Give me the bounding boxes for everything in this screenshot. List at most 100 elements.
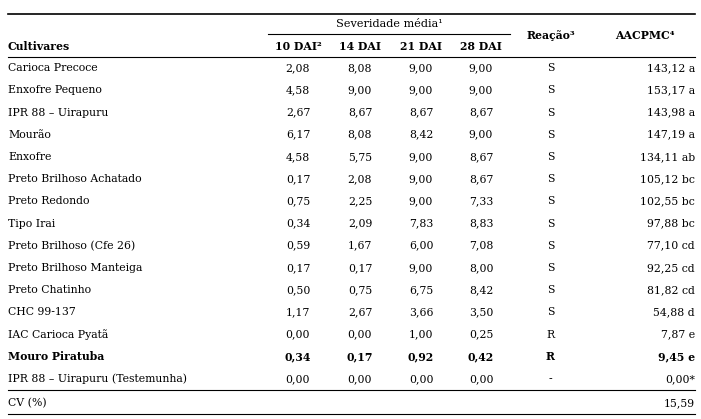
Text: 7,08: 7,08 [469,241,494,251]
Text: 2,25: 2,25 [348,196,372,206]
Text: 9,00: 9,00 [469,63,494,73]
Text: 8,08: 8,08 [348,130,372,140]
Text: 0,50: 0,50 [286,285,310,295]
Text: 9,00: 9,00 [409,85,433,95]
Text: 92,25 cd: 92,25 cd [648,263,695,273]
Text: 7,33: 7,33 [469,196,494,206]
Text: 8,67: 8,67 [409,108,433,117]
Text: 0,75: 0,75 [348,285,372,295]
Text: 0,59: 0,59 [286,241,310,251]
Text: 2,09: 2,09 [348,218,372,228]
Text: 9,00: 9,00 [409,196,433,206]
Text: -: - [549,374,552,384]
Text: S: S [547,108,554,117]
Text: 3,50: 3,50 [469,307,494,317]
Text: S: S [547,63,554,73]
Text: S: S [547,85,554,95]
Text: IPR 88 – Uirapuru: IPR 88 – Uirapuru [8,108,109,117]
Text: S: S [547,174,554,184]
Text: 9,00: 9,00 [409,174,433,184]
Text: 4,58: 4,58 [286,85,310,95]
Text: 8,83: 8,83 [469,218,494,228]
Text: 1,67: 1,67 [348,241,372,251]
Text: S: S [547,152,554,162]
Text: 143,12 a: 143,12 a [647,63,695,73]
Text: 0,42: 0,42 [468,351,494,362]
Text: Preto Chatinho: Preto Chatinho [8,285,91,295]
Text: S: S [547,285,554,295]
Text: 2,67: 2,67 [348,307,372,317]
Text: 147,19 a: 147,19 a [647,130,695,140]
Text: IPR 88 – Uirapuru (Testemunha): IPR 88 – Uirapuru (Testemunha) [8,374,187,384]
Text: 0,34: 0,34 [286,218,310,228]
Text: 2,08: 2,08 [348,174,372,184]
Text: 8,42: 8,42 [409,130,433,140]
Text: 0,17: 0,17 [348,263,372,273]
Text: 7,83: 7,83 [409,218,433,228]
Text: Preto Brilhoso (Cfe 26): Preto Brilhoso (Cfe 26) [8,241,135,251]
Text: 2,67: 2,67 [286,108,310,117]
Text: 3,66: 3,66 [409,307,433,317]
Text: Tipo Irai: Tipo Irai [8,218,55,228]
Text: Reação³: Reação³ [526,30,575,41]
Text: 9,00: 9,00 [469,130,494,140]
Text: Carioca Precoce: Carioca Precoce [8,63,97,73]
Text: 9,45 e: 9,45 e [658,351,695,362]
Text: 8,08: 8,08 [348,63,372,73]
Text: 0,00: 0,00 [348,329,372,339]
Text: 14 DAI: 14 DAI [339,41,381,52]
Text: Cultivares: Cultivares [8,41,70,52]
Text: IAC Carioca Pyatã: IAC Carioca Pyatã [8,329,108,340]
Text: Preto Redondo: Preto Redondo [8,196,90,206]
Text: Preto Brilhoso Manteiga: Preto Brilhoso Manteiga [8,263,142,273]
Text: 0,17: 0,17 [347,351,373,362]
Text: Enxofre Pequeno: Enxofre Pequeno [8,85,102,95]
Text: S: S [547,218,554,228]
Text: 9,00: 9,00 [348,85,372,95]
Text: 6,17: 6,17 [286,130,310,140]
Text: 9,00: 9,00 [469,85,494,95]
Text: 2,08: 2,08 [286,63,311,73]
Text: CHC 99-137: CHC 99-137 [8,307,76,317]
Text: 4,58: 4,58 [286,152,310,162]
Text: 97,88 bc: 97,88 bc [647,218,695,228]
Text: 8,67: 8,67 [348,108,372,117]
Text: 6,00: 6,00 [409,241,433,251]
Text: 54,88 d: 54,88 d [653,307,695,317]
Text: 0,75: 0,75 [286,196,310,206]
Text: 6,75: 6,75 [409,285,433,295]
Text: 21 DAI: 21 DAI [400,41,442,52]
Text: R: R [547,329,554,339]
Text: 28 DAI: 28 DAI [460,41,502,52]
Text: 1,17: 1,17 [286,307,310,317]
Text: 9,00: 9,00 [409,63,433,73]
Text: 81,82 cd: 81,82 cd [647,285,695,295]
Text: 0,00: 0,00 [286,374,311,384]
Text: 10 DAI²: 10 DAI² [275,41,321,52]
Text: 0,25: 0,25 [469,329,494,339]
Text: 8,67: 8,67 [469,108,494,117]
Text: 0,00: 0,00 [409,374,433,384]
Text: 8,00: 8,00 [469,263,494,273]
Text: S: S [547,307,554,317]
Text: 0,34: 0,34 [285,351,311,362]
Text: S: S [547,263,554,273]
Text: 1,00: 1,00 [409,329,433,339]
Text: 7,87 e: 7,87 e [661,329,695,339]
Text: 0,17: 0,17 [286,174,310,184]
Text: 8,67: 8,67 [469,174,494,184]
Text: 0,00: 0,00 [286,329,311,339]
Text: 0,17: 0,17 [286,263,310,273]
Text: 0,92: 0,92 [408,351,434,362]
Text: CV (%): CV (%) [8,398,47,408]
Text: 8,67: 8,67 [469,152,494,162]
Text: Enxofre: Enxofre [8,152,51,162]
Text: Mourão: Mourão [8,130,51,140]
Text: 9,00: 9,00 [409,152,433,162]
Text: Severidade média¹: Severidade média¹ [336,19,442,29]
Text: S: S [547,130,554,140]
Text: Mouro Piratuba: Mouro Piratuba [8,351,104,362]
Text: AACPMC⁴: AACPMC⁴ [615,30,675,41]
Text: R: R [546,351,555,362]
Text: 0,00: 0,00 [469,374,494,384]
